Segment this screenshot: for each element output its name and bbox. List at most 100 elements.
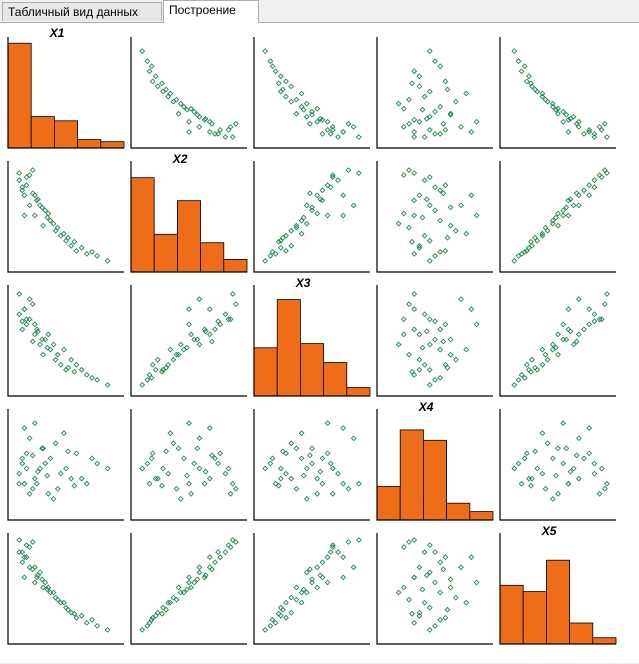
point-X2-X4-14 xyxy=(426,237,433,244)
point-X4-X1-7 xyxy=(37,465,43,472)
point-X2-X4-13 xyxy=(421,232,428,239)
point-X3-X4-8 xyxy=(432,336,438,343)
point-X1-X3-24 xyxy=(303,100,310,107)
point-X5-X4-29 xyxy=(437,616,444,623)
point-X5-X4-24 xyxy=(395,589,402,596)
point-X4-X1-30 xyxy=(23,465,30,472)
point-X1-X5-16 xyxy=(523,78,530,85)
point-X2-X1-17 xyxy=(83,251,90,257)
point-X1-X2-24 xyxy=(177,100,184,107)
point-X2-X1-36 xyxy=(71,238,78,245)
point-X5-X2-25 xyxy=(194,576,201,583)
point-X4-X2-36 xyxy=(159,482,165,489)
axes-X4-X2 xyxy=(130,409,247,521)
point-X3-X2-26 xyxy=(173,351,180,358)
point-X4-X2-21 xyxy=(206,425,213,431)
point-X5-X4-0 xyxy=(411,574,418,581)
point-X4-X5-5 xyxy=(586,450,593,457)
point-X5-X3-6 xyxy=(345,539,352,545)
point-X4-X2-12 xyxy=(170,440,177,447)
point-X3-X1-21 xyxy=(21,306,28,313)
tab-table-view[interactable]: Табличный вид данных xyxy=(2,2,162,21)
point-X1-X3-5 xyxy=(324,127,331,133)
point-X2-X1-24 xyxy=(50,220,57,227)
point-X3-X2-32 xyxy=(202,328,209,335)
point-X3-X5-6 xyxy=(601,301,608,307)
point-X3-X5-34 xyxy=(604,291,610,297)
point-X3-X4-26 xyxy=(406,351,412,358)
point-X4-X1-34 xyxy=(16,480,23,487)
point-X3-X5-13 xyxy=(539,361,546,368)
point-X4-X5-14 xyxy=(534,465,541,472)
point-X2-X3-7 xyxy=(303,202,310,209)
point-X5-X4-31 xyxy=(432,549,438,555)
point-X4-X5-35 xyxy=(532,448,538,455)
hist-bar-X3-4 xyxy=(346,387,371,397)
point-X4-X2-5 xyxy=(217,450,224,457)
point-X2-X1-33 xyxy=(44,214,51,221)
point-X2-X3-20 xyxy=(350,202,357,209)
point-X2-X5-20 xyxy=(575,202,582,209)
point-X2-X3-35 xyxy=(280,234,286,241)
point-X2-X5-24 xyxy=(549,220,556,227)
point-X2-X3-3 xyxy=(335,177,341,184)
point-X3-X2-16 xyxy=(149,361,156,368)
point-X3-X2-9 xyxy=(201,326,208,333)
point-X5-X2-23 xyxy=(188,584,194,591)
point-X4-X5-18 xyxy=(515,460,522,467)
point-X1-X2-28 xyxy=(152,73,159,80)
point-X3-X1-2 xyxy=(26,316,33,323)
point-X2-X5-30 xyxy=(598,174,605,180)
point-X5-X2-30 xyxy=(225,542,232,548)
point-X5-X1-11 xyxy=(47,589,54,596)
point-X2-X1-20 xyxy=(26,202,33,209)
point-X1-X4-24 xyxy=(395,100,402,107)
point-X1-X4-12 xyxy=(452,98,459,105)
point-X5-X1-32 xyxy=(35,572,41,579)
point-X1-X5-22 xyxy=(560,118,567,125)
point-X3-X4-34 xyxy=(411,291,418,297)
point-X1-X2-13 xyxy=(165,93,172,100)
point-X4-X5-27 xyxy=(539,430,546,437)
point-X1-X5-19 xyxy=(511,48,518,54)
point-X5-X4-27 xyxy=(463,599,470,606)
point-X3-X1-30 xyxy=(23,316,30,323)
point-X4-X3-21 xyxy=(340,425,347,431)
point-X2-X1-16 xyxy=(73,247,80,254)
point-X4-X5-7 xyxy=(570,465,577,472)
point-X4-X3-8 xyxy=(309,460,315,467)
point-X3-X2-6 xyxy=(232,301,239,307)
point-X5-X3-4 xyxy=(314,564,321,571)
hist-bar-X4-4 xyxy=(469,511,494,521)
point-X3-X1-15 xyxy=(68,356,75,363)
point-X5-X1-21 xyxy=(21,554,28,561)
point-X4-X1-11 xyxy=(47,455,54,462)
point-X5-X4-4 xyxy=(416,564,423,571)
hist-bar-X2-0 xyxy=(130,177,155,273)
point-X2-X3-24 xyxy=(303,220,310,227)
point-X4-X5-8 xyxy=(560,460,567,467)
point-X2-X5-0 xyxy=(565,212,572,219)
point-X4-X3-3 xyxy=(335,470,341,477)
point-X4-X5-15 xyxy=(529,475,535,482)
point-X5-X1-16 xyxy=(73,614,80,621)
point-X1-X4-16 xyxy=(442,78,449,85)
point-X5-X4-28 xyxy=(416,612,423,619)
variable-label-X2: X2 xyxy=(172,152,188,166)
point-X4-X3-14 xyxy=(277,465,284,472)
point-X5-X1-17 xyxy=(83,620,90,626)
point-X5-X2-24 xyxy=(177,589,184,596)
point-X1-X4-17 xyxy=(411,68,418,75)
point-X5-X4-18 xyxy=(432,623,438,629)
point-X5-X1-26 xyxy=(54,596,61,603)
point-X4-X2-2 xyxy=(227,490,234,497)
point-X4-X1-23 xyxy=(45,490,52,497)
point-X1-X2-1 xyxy=(212,131,218,137)
point-X4-X5-1 xyxy=(581,455,587,462)
point-X1-X3-23 xyxy=(314,105,321,112)
tab-plot[interactable]: Построение xyxy=(163,0,259,23)
variable-label-X5: X5 xyxy=(541,524,557,538)
cell-X2-X3 xyxy=(253,161,370,273)
hist-bar-X5-3 xyxy=(569,622,594,645)
point-X1-X5-37 xyxy=(573,120,580,127)
